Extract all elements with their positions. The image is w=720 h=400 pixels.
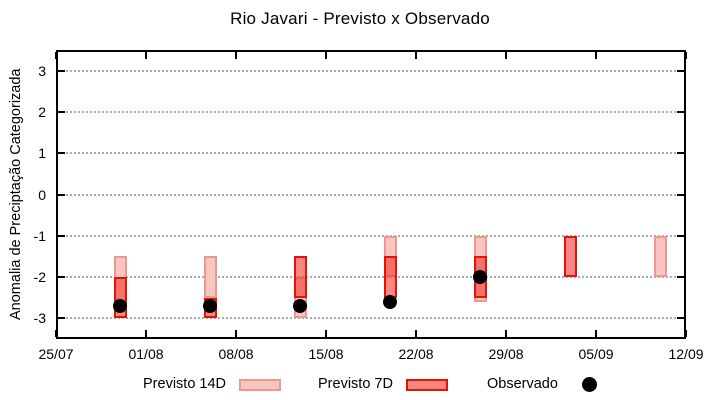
legend-item-previsto-14d: Previsto 14D xyxy=(143,376,282,393)
y-tick-mark xyxy=(677,276,684,279)
x-tick-mark xyxy=(595,52,597,59)
legend-label-observado: Observado xyxy=(487,376,558,392)
y-tick-mark xyxy=(58,69,65,72)
x-tick-mark xyxy=(145,52,147,59)
h-gridline xyxy=(58,193,684,196)
y-tick-mark xyxy=(58,152,65,155)
x-tick-mark xyxy=(55,52,57,59)
x-tick-label: 05/09 xyxy=(578,346,614,362)
observado-dot-icon xyxy=(581,377,597,392)
y-tick-mark xyxy=(677,193,684,196)
previsto-7d-bar xyxy=(293,256,307,298)
x-tick-mark xyxy=(415,52,417,59)
h-gridline xyxy=(58,152,684,155)
x-tick-label: 08/08 xyxy=(218,346,254,362)
x-tick-mark xyxy=(325,330,327,337)
x-tick-mark xyxy=(235,52,237,59)
x-tick-label: 01/08 xyxy=(128,346,164,362)
legend-label-previsto-14d: Previsto 14D xyxy=(143,376,227,392)
y-tick-mark xyxy=(58,317,65,320)
x-tick-mark xyxy=(505,52,507,59)
y-tick-label: -3 xyxy=(33,310,46,327)
x-tick-mark xyxy=(145,330,147,337)
legend-item-observado: Observado xyxy=(487,376,597,393)
y-tick-mark xyxy=(58,276,65,279)
y-tick-label: 1 xyxy=(38,145,46,162)
observado-point xyxy=(293,298,308,313)
y-tick-mark xyxy=(58,234,65,237)
observado-point xyxy=(383,294,398,309)
observado-point xyxy=(473,270,488,285)
h-gridline xyxy=(58,110,684,113)
previsto-7d-bar xyxy=(383,256,397,298)
x-tick-mark xyxy=(415,330,417,337)
observado-point xyxy=(203,298,218,313)
x-tick-mark xyxy=(235,330,237,337)
x-tick-label: 25/07 xyxy=(38,346,74,362)
x-tick-label: 29/08 xyxy=(488,346,524,362)
y-tick-mark xyxy=(677,234,684,237)
x-tick-mark xyxy=(685,52,687,59)
x-tick-mark xyxy=(325,52,327,59)
x-tick-label: 22/08 xyxy=(398,346,434,362)
y-tick-label: 0 xyxy=(38,186,46,203)
y-tick-mark xyxy=(58,193,65,196)
observado-point xyxy=(113,298,128,313)
x-tick-mark xyxy=(685,330,687,337)
previsto-14d-swatch-icon xyxy=(239,378,282,391)
y-tick-label: -2 xyxy=(33,269,46,286)
y-tick-mark xyxy=(677,110,684,113)
legend-label-previsto-7d: Previsto 7D xyxy=(318,376,393,392)
y-tick-label: -1 xyxy=(33,227,46,244)
x-tick-mark xyxy=(595,330,597,337)
h-gridline xyxy=(58,234,684,237)
h-gridline xyxy=(58,69,684,72)
chart-title: Rio Javari - Previsto x Observado xyxy=(230,9,490,28)
previsto-7d-swatch-icon xyxy=(405,378,448,391)
h-gridline xyxy=(58,317,684,320)
previsto-14d-bar xyxy=(653,235,667,278)
x-tick-mark xyxy=(505,330,507,337)
y-tick-mark xyxy=(677,69,684,72)
y-tick-mark xyxy=(58,110,65,113)
h-gridline xyxy=(58,276,684,279)
x-tick-label: 12/09 xyxy=(668,346,704,362)
previsto-14d-bar xyxy=(203,256,217,298)
plot-area xyxy=(55,50,687,339)
y-tick-label: 3 xyxy=(38,62,46,79)
y-tick-mark xyxy=(677,317,684,320)
previsto-7d-bar xyxy=(563,235,577,278)
legend-item-previsto-7d: Previsto 7D xyxy=(318,376,448,393)
x-tick-mark xyxy=(55,330,57,337)
y-tick-mark xyxy=(677,152,684,155)
y-tick-label: 2 xyxy=(38,103,46,120)
x-tick-label: 15/08 xyxy=(308,346,344,362)
